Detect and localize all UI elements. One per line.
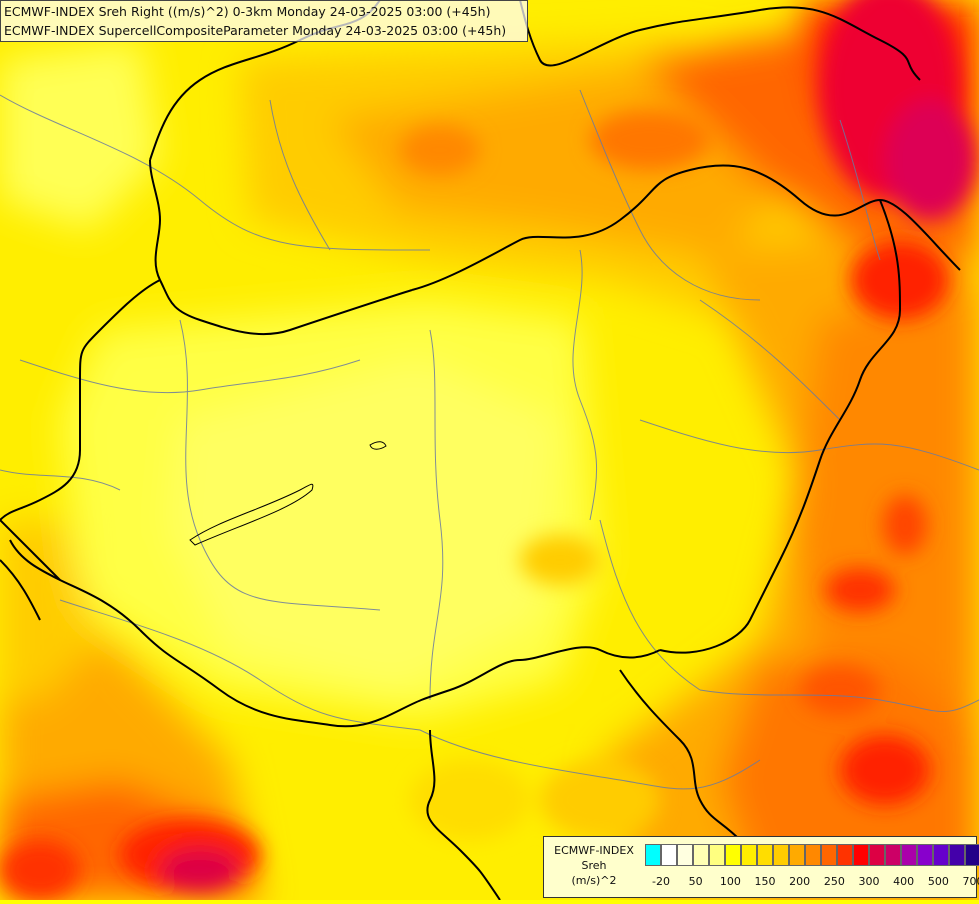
legend-swatch [885, 844, 901, 866]
legend-label: 250 [824, 875, 845, 888]
legend-labels: -2050100150200250300400500700 [645, 875, 975, 889]
legend-swatch [965, 844, 979, 866]
legend-swatch [805, 844, 821, 866]
legend-swatch [869, 844, 885, 866]
legend-title-unit: (m/s)^2 [548, 873, 640, 888]
legend-label: 150 [755, 875, 776, 888]
legend-title-model: ECMWF-INDEX [548, 843, 640, 858]
legend-colorbar [645, 844, 979, 866]
legend-swatch [709, 844, 725, 866]
legend-swatch [757, 844, 773, 866]
legend-swatch [821, 844, 837, 866]
legend-label: 700 [963, 875, 979, 888]
legend-swatch [901, 844, 917, 866]
legend-swatch [773, 844, 789, 866]
legend-label: 500 [928, 875, 949, 888]
legend-swatch [677, 844, 693, 866]
color-legend: ECMWF-INDEX Sreh (m/s)^2 -20 50 100 150 200 2… [543, 836, 977, 898]
legend-swatch [789, 844, 805, 866]
legend-swatch [917, 844, 933, 866]
legend-label: 300 [859, 875, 880, 888]
legend-swatch [837, 844, 853, 866]
legend-label: 200 [789, 875, 810, 888]
legend-label: -20 [652, 875, 670, 888]
map-title-box: ECMWF-INDEX Sreh Right ((m/s)^2) 0-3km M… [0, 0, 528, 42]
legend-label: 50 [689, 875, 703, 888]
legend-title: ECMWF-INDEX Sreh (m/s)^2 [548, 843, 640, 888]
legend-label: 100 [720, 875, 741, 888]
legend-swatch [853, 844, 869, 866]
title-sreh: ECMWF-INDEX Sreh Right ((m/s)^2) 0-3km M… [4, 2, 524, 21]
legend-swatch [949, 844, 965, 866]
legend-swatch [645, 844, 661, 866]
legend-swatch [693, 844, 709, 866]
legend-swatch [661, 844, 677, 866]
legend-label: 400 [893, 875, 914, 888]
title-scp: ECMWF-INDEX SupercellCompositeParameter … [4, 21, 524, 40]
legend-title-param: Sreh [548, 858, 640, 873]
legend-swatch [741, 844, 757, 866]
legend-swatch [725, 844, 741, 866]
legend-swatch [933, 844, 949, 866]
